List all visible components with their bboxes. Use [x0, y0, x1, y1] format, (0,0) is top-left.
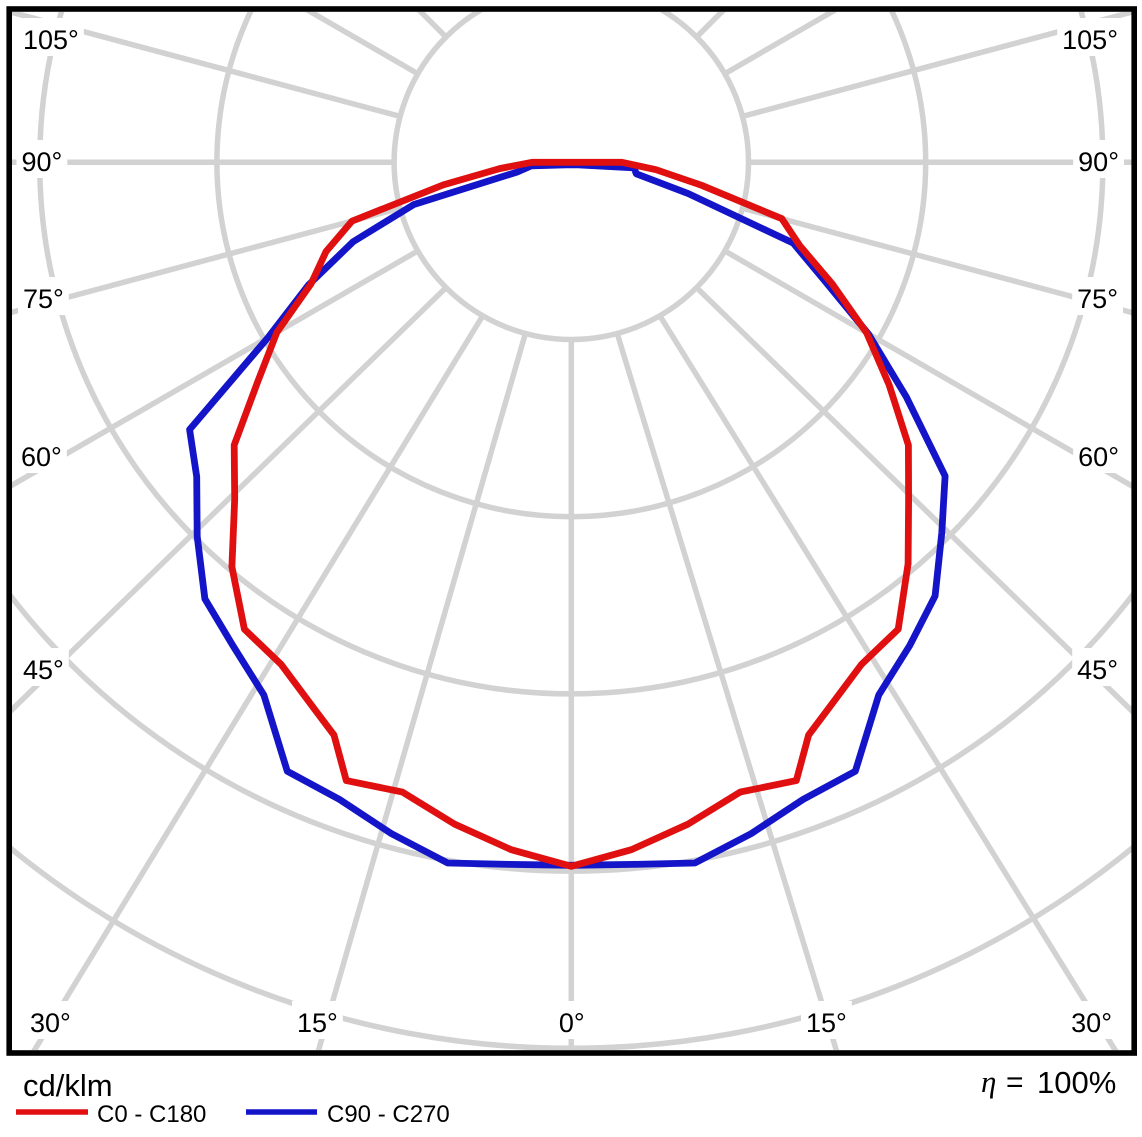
svg-text:60°: 60° — [21, 442, 62, 472]
svg-text:cd/klm: cd/klm — [23, 1068, 113, 1103]
svg-text:75°: 75° — [1077, 284, 1118, 314]
svg-text:=: = — [1006, 1066, 1024, 1099]
svg-text:90°: 90° — [22, 147, 63, 177]
svg-text:105°: 105° — [1062, 25, 1118, 55]
svg-text:100%: 100% — [1037, 1065, 1116, 1100]
svg-text:75°: 75° — [23, 284, 64, 314]
svg-text:15°: 15° — [806, 1008, 847, 1038]
svg-text:30°: 30° — [30, 1008, 71, 1038]
svg-text:30°: 30° — [1071, 1008, 1112, 1038]
svg-text:45°: 45° — [1077, 655, 1118, 685]
svg-text:105°: 105° — [23, 25, 79, 55]
svg-text:45°: 45° — [23, 655, 64, 685]
svg-text:90°: 90° — [1078, 147, 1119, 177]
svg-text:0°: 0° — [559, 1008, 585, 1038]
svg-text:C90 - C270: C90 - C270 — [327, 1101, 450, 1128]
svg-text:η: η — [981, 1064, 996, 1099]
svg-text:60°: 60° — [1078, 442, 1119, 472]
svg-text:15°: 15° — [297, 1008, 338, 1038]
svg-text:C0 - C180: C0 - C180 — [97, 1101, 206, 1128]
